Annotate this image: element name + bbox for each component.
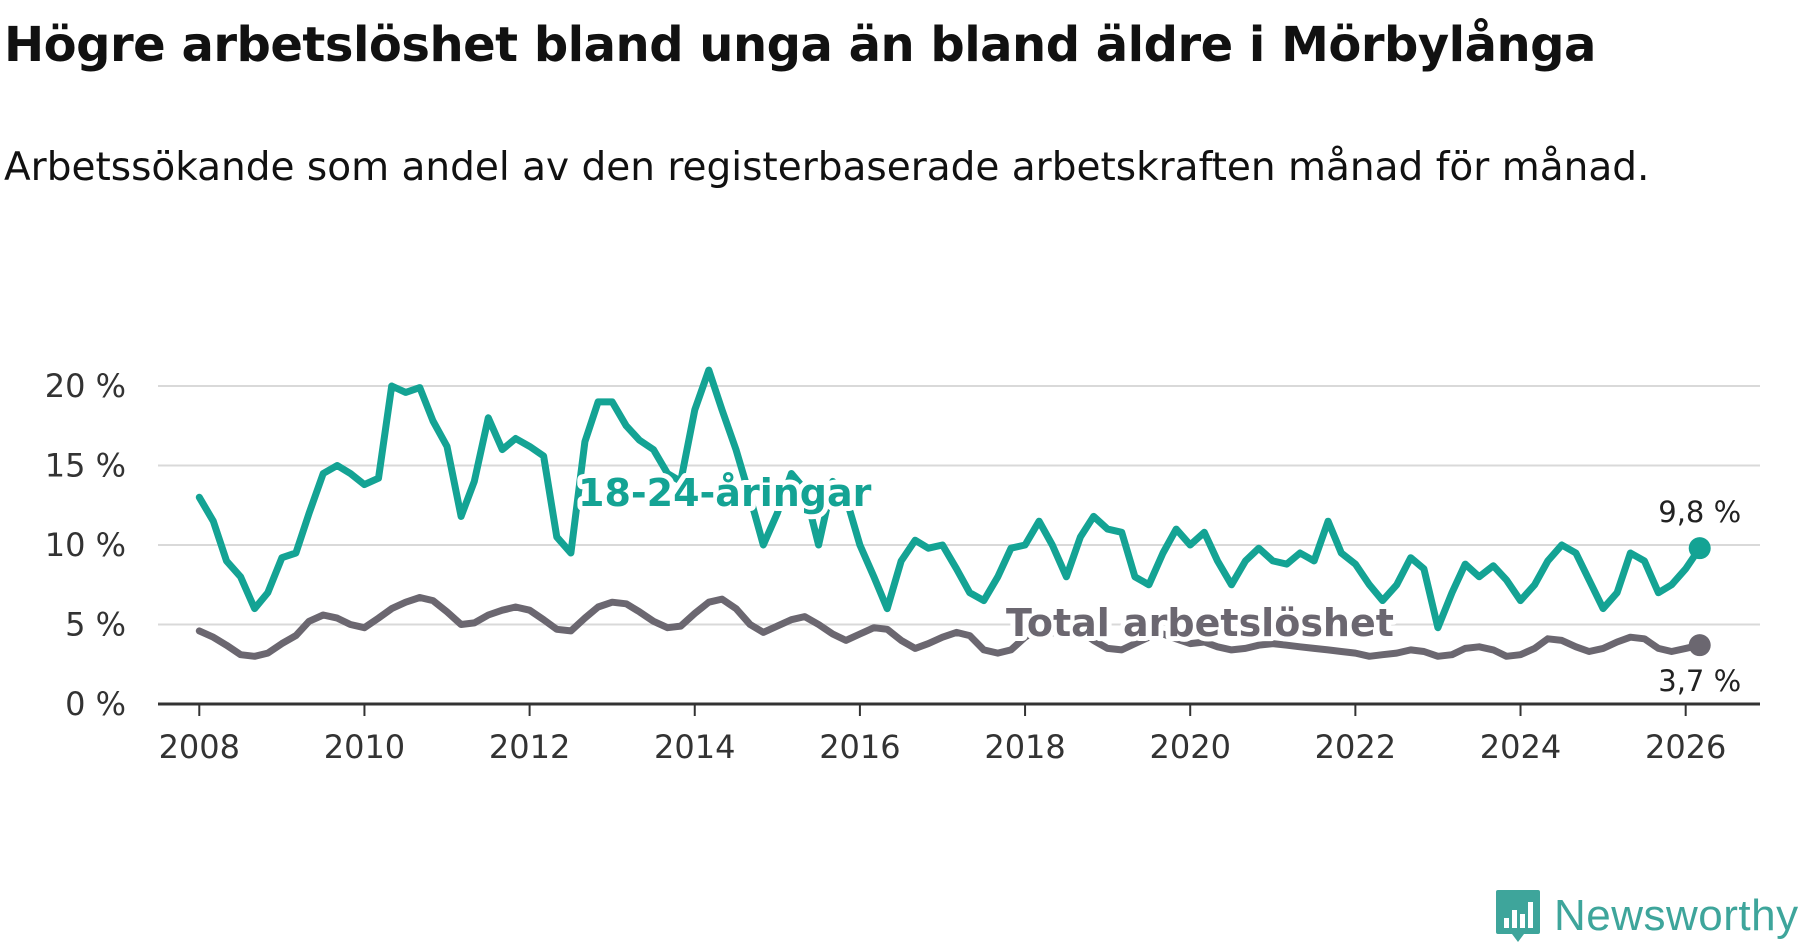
total-series-end-point	[1688, 634, 1711, 657]
x-tick-label: 2018	[984, 728, 1065, 766]
x-tick-label: 2008	[159, 728, 240, 766]
series-lines	[195, 366, 1711, 660]
x-tick-label: 2026	[1645, 728, 1726, 766]
x-axis: 2008 2010 2012 2014 2016 2018 2020 2022 2024 2026	[158, 702, 1760, 766]
gridlines	[158, 385, 1760, 626]
x-tick-label: 2010	[324, 728, 405, 766]
total-series-line	[195, 594, 1704, 660]
total-series-label: Total arbetslöshet	[1006, 601, 1394, 645]
y-tick-label: 20 %	[45, 367, 126, 405]
x-tick-label: 2012	[489, 728, 570, 766]
series-labels: 18-24-åringar Total arbetslöshet 9,8 % 3,7 …	[573, 466, 1741, 698]
brand-name: Newsworthy	[1554, 891, 1799, 940]
y-tick-label: 10 %	[45, 526, 126, 564]
youth-series-line	[195, 366, 1704, 632]
brand-logo: Newsworthy	[1494, 888, 1799, 944]
newsworthy-logo-icon	[1496, 890, 1540, 942]
x-tick-label: 2014	[654, 728, 735, 766]
youth-series-end-point	[1688, 537, 1711, 560]
y-tick-label: 5 %	[65, 606, 126, 644]
y-axis-ticks: 0 % 5 % 10 % 15 % 20 %	[45, 367, 126, 723]
x-tick-label: 2022	[1315, 728, 1396, 766]
x-tick-label: 2016	[819, 728, 900, 766]
youth-end-value-label: 9,8 %	[1658, 495, 1741, 529]
y-tick-label: 0 %	[65, 685, 126, 723]
youth-series-label: 18-24-åringar	[578, 471, 872, 515]
line-chart: 0 %5 %10 %15 %20 % 2008 2010 2012 2014 2016 2…	[45, 366, 1760, 766]
x-tick-label: 2024	[1480, 728, 1561, 766]
y-tick-label: 15 %	[45, 447, 126, 485]
total-end-value-label: 3,7 %	[1658, 664, 1741, 698]
chart-title: Högre arbetslöshet bland unga än bland ä…	[4, 17, 1596, 73]
chart-subtitle: Arbetssökande som andel av den registerb…	[4, 145, 1650, 190]
x-tick-label: 2020	[1149, 728, 1230, 766]
